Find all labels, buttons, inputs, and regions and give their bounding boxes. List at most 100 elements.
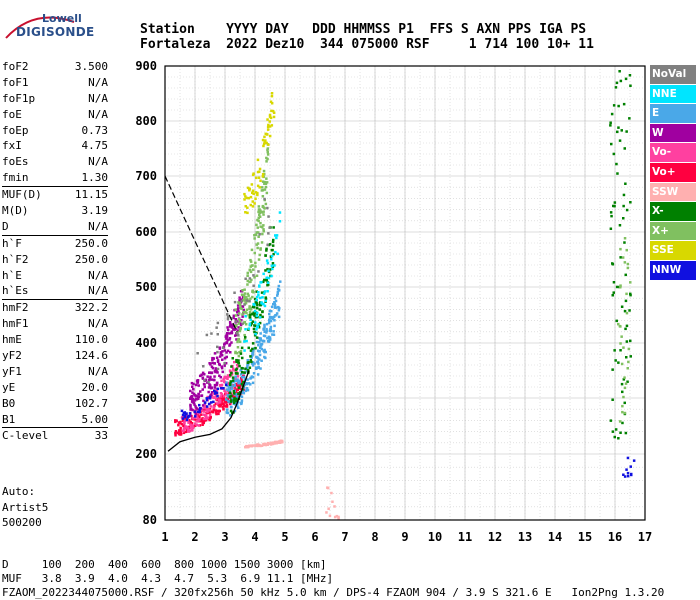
echo-point — [257, 176, 261, 179]
echo-point — [238, 381, 241, 384]
echo-point — [195, 412, 199, 415]
echo-point — [629, 465, 632, 468]
echo-point — [264, 356, 267, 360]
echo-point — [249, 270, 253, 274]
plot-frame — [164, 65, 646, 521]
echo-point — [266, 441, 270, 445]
echo-point — [248, 300, 251, 303]
echo-point — [265, 259, 269, 262]
echo-point — [216, 345, 219, 349]
echo-point — [238, 296, 241, 299]
echo-point — [275, 312, 279, 315]
echo-point — [204, 413, 208, 417]
echo-point — [258, 233, 261, 236]
echo-point — [191, 426, 195, 429]
echo-point — [617, 437, 620, 440]
param-label: h`E — [2, 268, 22, 282]
echo-point — [268, 120, 271, 123]
echo-point — [261, 339, 265, 343]
echo-point — [251, 347, 254, 351]
echo-point — [262, 292, 266, 295]
echo-point — [216, 409, 220, 413]
echo-point — [232, 368, 235, 371]
echo-point — [253, 311, 257, 314]
echo-point — [241, 389, 244, 393]
echo-point — [178, 421, 181, 425]
echo-point — [217, 362, 221, 366]
echo-point — [229, 351, 232, 354]
echo-point — [253, 297, 257, 301]
echo-point — [226, 411, 230, 415]
x-tick-label: 9 — [401, 530, 408, 544]
echo-point — [190, 424, 193, 427]
echo-point — [268, 336, 272, 339]
echo-point — [276, 292, 279, 295]
echo-point — [619, 79, 623, 83]
echo-point — [250, 354, 254, 357]
muf-dashed-line — [164, 175, 238, 333]
echo-point — [190, 422, 194, 425]
echo-point — [218, 355, 222, 358]
echo-point — [234, 334, 237, 337]
param-value: 322.2 — [74, 301, 108, 315]
echo-point — [216, 350, 219, 354]
echo-point — [243, 298, 247, 301]
echo-point — [258, 215, 262, 218]
echo-point — [257, 270, 260, 273]
param-value: 110.0 — [74, 333, 108, 347]
echo-point — [189, 405, 192, 408]
echo-point — [253, 306, 256, 309]
echo-point — [620, 335, 623, 338]
echo-point — [253, 237, 256, 240]
echo-point — [190, 397, 194, 401]
param-row: M(D) 3.19 — [2, 203, 108, 219]
echo-point — [253, 303, 256, 307]
echo-point — [246, 297, 249, 301]
echo-point — [205, 333, 209, 337]
echo-point — [262, 142, 266, 146]
echo-point — [208, 413, 212, 417]
echo-point — [237, 334, 240, 337]
echo-point — [254, 191, 258, 194]
echo-point — [249, 203, 252, 207]
echo-point — [202, 399, 205, 403]
echo-point — [229, 323, 232, 326]
echo-point — [240, 346, 244, 350]
echo-point — [239, 373, 243, 376]
echo-point — [261, 315, 264, 319]
legend-item: X+ — [650, 221, 696, 242]
echo-point — [240, 371, 244, 374]
echo-point — [263, 330, 266, 333]
echo-point — [624, 382, 628, 385]
echo-point — [622, 217, 625, 220]
echo-point — [626, 367, 629, 370]
echo-point — [236, 388, 239, 392]
echo-point — [188, 426, 191, 430]
echo-point — [242, 294, 246, 297]
echo-point — [208, 396, 211, 399]
param-label: yF1 — [2, 364, 22, 378]
echo-point — [230, 394, 233, 398]
echo-point — [258, 211, 262, 214]
echo-point — [620, 362, 624, 366]
echo-point — [255, 340, 259, 344]
echo-point — [259, 444, 262, 447]
echo-point — [266, 125, 270, 129]
echo-point — [623, 386, 627, 390]
echo-point — [242, 310, 245, 314]
echo-point — [248, 323, 251, 327]
echo-point — [238, 340, 242, 343]
echo-point — [262, 272, 265, 276]
echo-point — [219, 387, 223, 390]
echo-point — [269, 319, 272, 322]
echo-point — [257, 258, 261, 261]
echo-point — [221, 350, 224, 353]
echo-point — [215, 412, 218, 416]
echo-point — [222, 402, 225, 405]
echo-point — [611, 368, 614, 371]
echo-point — [277, 284, 281, 288]
echo-point — [243, 198, 246, 201]
echo-point — [261, 180, 265, 183]
echo-point — [216, 359, 220, 362]
echo-point — [258, 253, 261, 257]
